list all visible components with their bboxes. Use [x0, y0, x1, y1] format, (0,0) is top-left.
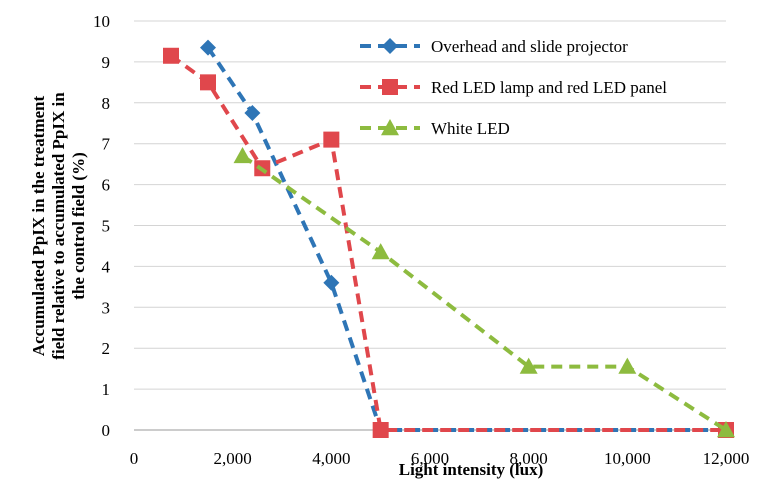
y-tick-label: 10: [93, 12, 110, 31]
y-tick-label: 7: [102, 135, 111, 154]
x-tick-label: 10,000: [604, 449, 651, 468]
data-point-triangle: [717, 421, 735, 438]
legend-item: Overhead and slide projector: [360, 37, 628, 56]
data-point-triangle: [519, 357, 538, 374]
legend-item: Red LED lamp and red LED panel: [360, 78, 667, 97]
x-tick-label: 4,000: [312, 449, 350, 468]
y-tick-label: 9: [102, 53, 111, 72]
data-point-square: [200, 74, 216, 91]
x-tick-label: 0: [130, 449, 139, 468]
y-tick-label: 8: [102, 94, 111, 113]
data-point-square: [323, 131, 340, 148]
legend-label: Red LED lamp and red LED panel: [431, 78, 667, 97]
data-point-triangle: [371, 243, 390, 260]
data-point-triangle: [381, 119, 399, 136]
series-2: [233, 146, 735, 438]
y-tick-label: 6: [102, 176, 111, 195]
y-tick-label: 3: [102, 298, 111, 317]
y-tick-label: 0: [102, 421, 111, 440]
y-tick-label: 2: [102, 339, 111, 358]
series-layer: [163, 39, 735, 438]
legend: Overhead and slide projector Red LED lamp…: [360, 37, 667, 138]
y-axis-ticks: 0 1 2 3 4 5 6 7 8 9 10: [93, 12, 111, 440]
data-point-diamond: [200, 39, 216, 56]
x-tick-label: 6,000: [411, 449, 449, 468]
data-point-square: [382, 79, 398, 95]
series-line: [206, 46, 726, 432]
y-tick-label: 4: [102, 257, 111, 276]
data-point-square: [372, 422, 389, 438]
legend-label: Overhead and slide projector: [431, 37, 628, 56]
x-axis-ticks: 0 2,000 4,000 6,000 8,000 10,000 12,000: [130, 449, 750, 468]
data-point-triangle: [233, 146, 252, 164]
y-axis-title-line: Accumulated PpIX in the treatment: [29, 96, 48, 357]
y-tick-label: 1: [102, 380, 111, 399]
x-tick-label: 2,000: [214, 449, 252, 468]
data-point-diamond: [244, 105, 261, 122]
x-tick-label: 8,000: [510, 449, 548, 468]
legend-label: White LED: [431, 119, 510, 138]
y-axis-title: Accumulated PpIX in the treatmentfield r…: [29, 92, 88, 360]
y-tick-label: 5: [102, 217, 111, 236]
x-tick-label: 12,000: [703, 449, 750, 468]
data-point-triangle: [618, 357, 637, 374]
gridlines: [134, 20, 726, 390]
x-axis-title: Light intensity (lux): [399, 460, 544, 479]
y-axis-title-line: the control field (%): [69, 152, 88, 299]
series-0: [200, 39, 734, 438]
data-point-diamond: [323, 274, 340, 291]
data-point-square: [163, 47, 179, 64]
data-point-diamond: [382, 38, 398, 54]
series-line: [241, 154, 728, 432]
y-axis-title-line: field relative to accumulated PpIX in: [49, 92, 68, 360]
legend-item: White LED: [360, 119, 510, 138]
